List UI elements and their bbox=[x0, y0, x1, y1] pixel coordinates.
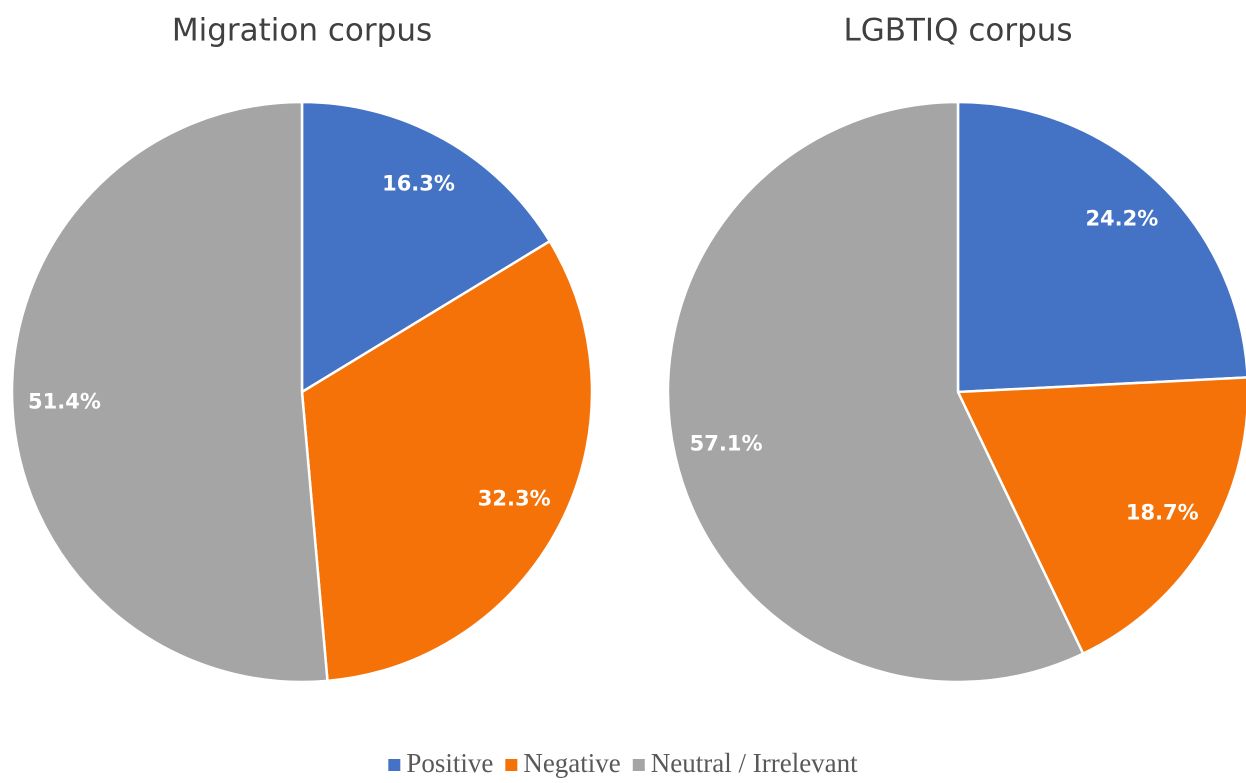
pie-slice bbox=[956, 100, 1246, 394]
data-label: 16.3% bbox=[382, 172, 455, 196]
chart-title: Migration corpus bbox=[172, 13, 432, 49]
pie-slice bbox=[300, 239, 594, 683]
pie-slice bbox=[10, 100, 329, 684]
data-label: 57.1% bbox=[690, 432, 763, 456]
legend-swatch bbox=[388, 759, 401, 771]
data-label: 51.4% bbox=[28, 389, 101, 413]
chart-title: LGBTIQ corpus bbox=[843, 13, 1072, 49]
legend-swatch bbox=[632, 759, 645, 771]
legend-label: Positive bbox=[406, 748, 493, 778]
data-label: 32.3% bbox=[478, 486, 551, 510]
legend-label: Negative bbox=[523, 748, 620, 778]
pie-slice bbox=[300, 100, 552, 395]
legend-swatch bbox=[505, 759, 518, 771]
legend-label: Neutral / Irrelevant bbox=[651, 748, 858, 778]
pie-slice bbox=[956, 376, 1246, 656]
data-label: 24.2% bbox=[1085, 207, 1158, 231]
pie-slice bbox=[666, 100, 1085, 684]
data-label: 18.7% bbox=[1126, 501, 1199, 525]
